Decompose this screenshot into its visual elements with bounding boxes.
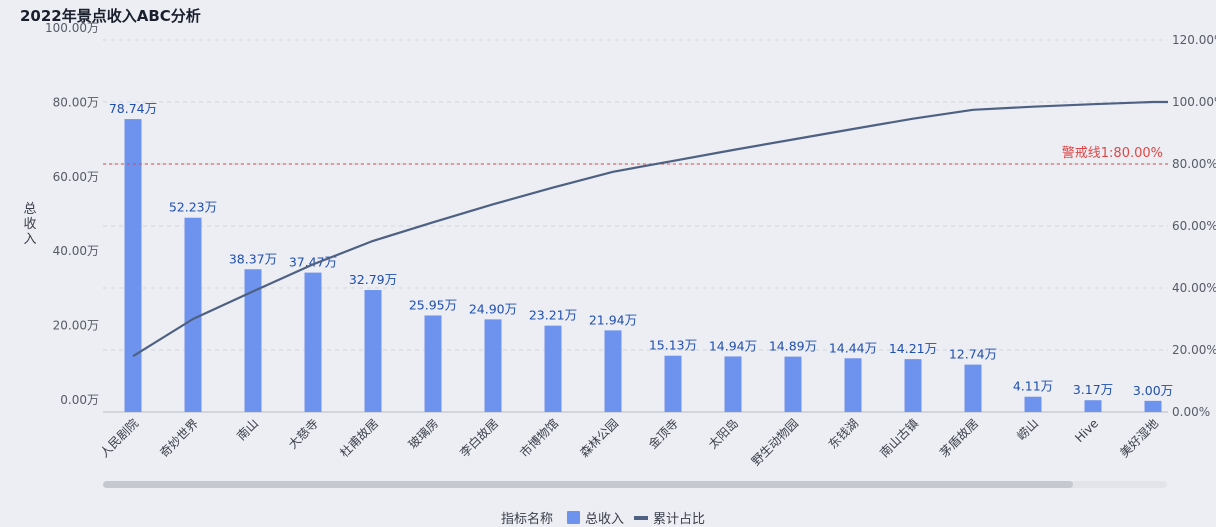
category-label: 南山	[234, 416, 262, 444]
bar-value-label: 3.00万	[1133, 383, 1173, 398]
bar-value-label: 38.37万	[229, 251, 277, 266]
category-label: 森林公园	[577, 416, 622, 461]
bar	[844, 358, 862, 412]
right-axis-tick: 40.00%	[1172, 281, 1216, 295]
legend-label-revenue: 总收入	[584, 512, 624, 527]
bar-value-label: 52.23万	[169, 200, 217, 215]
legend-item-cumulative[interactable]: 累计占比	[634, 508, 705, 527]
cumulative-line	[132, 100, 1168, 358]
right-axis-tick: 80.00%	[1172, 157, 1216, 171]
category-label: 茅盾故居	[937, 416, 982, 461]
bar-value-label: 23.21万	[529, 308, 577, 323]
category-label: 崂山	[1014, 416, 1041, 443]
bar	[304, 272, 322, 412]
bar-value-label: 4.11万	[1013, 379, 1053, 394]
left-axis-tick: 80.00万	[53, 95, 99, 109]
bar-value-label: 25.95万	[409, 297, 457, 312]
category-label: 东钱湖	[825, 416, 861, 452]
legend-label-cumulative: 累计占比	[653, 512, 706, 527]
bar	[784, 356, 802, 412]
bar	[604, 330, 622, 412]
bar	[1144, 400, 1162, 412]
category-label: 大慈寺	[285, 416, 321, 452]
chart-legend: 指标名称 总收入 累计占比	[0, 508, 1216, 527]
category-label: 奇妙世界	[157, 416, 201, 460]
category-label: 李白故居	[457, 416, 502, 461]
bar	[244, 269, 262, 412]
right-axis-tick: 100.00%	[1172, 95, 1216, 109]
bar	[1024, 396, 1042, 412]
bar-value-label: 14.44万	[829, 340, 877, 355]
left-axis-tick: 0.00万	[60, 393, 99, 407]
bar-value-label: 37.47万	[289, 255, 337, 270]
category-label: 野生动物园	[749, 416, 801, 468]
bar	[124, 119, 142, 413]
bar-value-label: 15.13万	[649, 338, 697, 353]
bar-value-label: 78.74万	[109, 101, 157, 116]
horizontal-scrollbar[interactable]	[103, 481, 1167, 488]
bar	[964, 364, 982, 412]
right-axis-tick: 20.00%	[1172, 343, 1216, 357]
bar-value-label: 3.17万	[1073, 382, 1113, 397]
bar	[184, 217, 202, 412]
bar	[544, 325, 562, 412]
legend-bar-swatch	[566, 511, 580, 524]
category-label: 人民剧院	[97, 416, 141, 460]
category-label: Hive	[1072, 416, 1101, 445]
bar-value-label: 21.94万	[589, 312, 637, 327]
right-axis-tick: 120.00%	[1172, 33, 1216, 47]
bar	[364, 290, 382, 412]
legend-title: 指标名称	[500, 512, 553, 527]
bar-value-label: 14.89万	[769, 339, 817, 354]
legend-item-revenue[interactable]: 总收入	[566, 508, 624, 527]
left-axis-tick: 60.00万	[53, 170, 99, 184]
bar-value-label: 12.74万	[949, 347, 997, 362]
category-label: 金顶寺	[645, 416, 681, 452]
bar-value-label: 24.90万	[469, 301, 517, 316]
bar	[664, 355, 682, 412]
bar	[1084, 400, 1102, 412]
left-axis-tick: 40.00万	[53, 244, 99, 258]
legend-line-swatch	[634, 515, 648, 520]
right-axis-tick: 60.00%	[1172, 219, 1216, 233]
left-axis-tick: 20.00万	[53, 319, 99, 333]
category-label: 太阳岛	[705, 416, 741, 452]
left-axis-tick: 100.00万	[45, 21, 99, 35]
category-label: 美好湿地	[1117, 416, 1162, 461]
category-label: 南山古镇	[877, 416, 922, 461]
scrollbar-thumb[interactable]	[103, 481, 1073, 488]
chart-title: 2022年景点收入ABC分析	[20, 7, 201, 25]
bar	[724, 356, 742, 412]
right-axis-tick: 0.00%	[1172, 405, 1210, 419]
bar	[904, 359, 922, 412]
category-label: 玻璃房	[405, 416, 441, 452]
bar-value-label: 14.21万	[889, 341, 937, 356]
bar	[424, 315, 442, 412]
category-label: 市博物馆	[517, 416, 562, 461]
bar-value-label: 14.94万	[709, 338, 757, 353]
y-axis-title: 总收入	[23, 202, 36, 247]
bar-value-label: 32.79万	[349, 272, 397, 287]
category-label: 杜甫故居	[337, 416, 382, 461]
bar	[484, 319, 502, 412]
threshold-label: 警戒线1:80.00%	[1062, 145, 1163, 161]
